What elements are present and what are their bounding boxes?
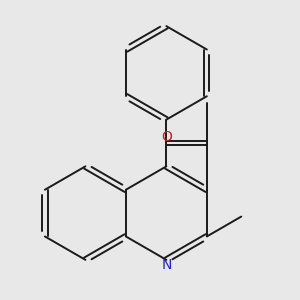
Text: N: N	[161, 258, 172, 272]
Text: O: O	[162, 130, 172, 144]
